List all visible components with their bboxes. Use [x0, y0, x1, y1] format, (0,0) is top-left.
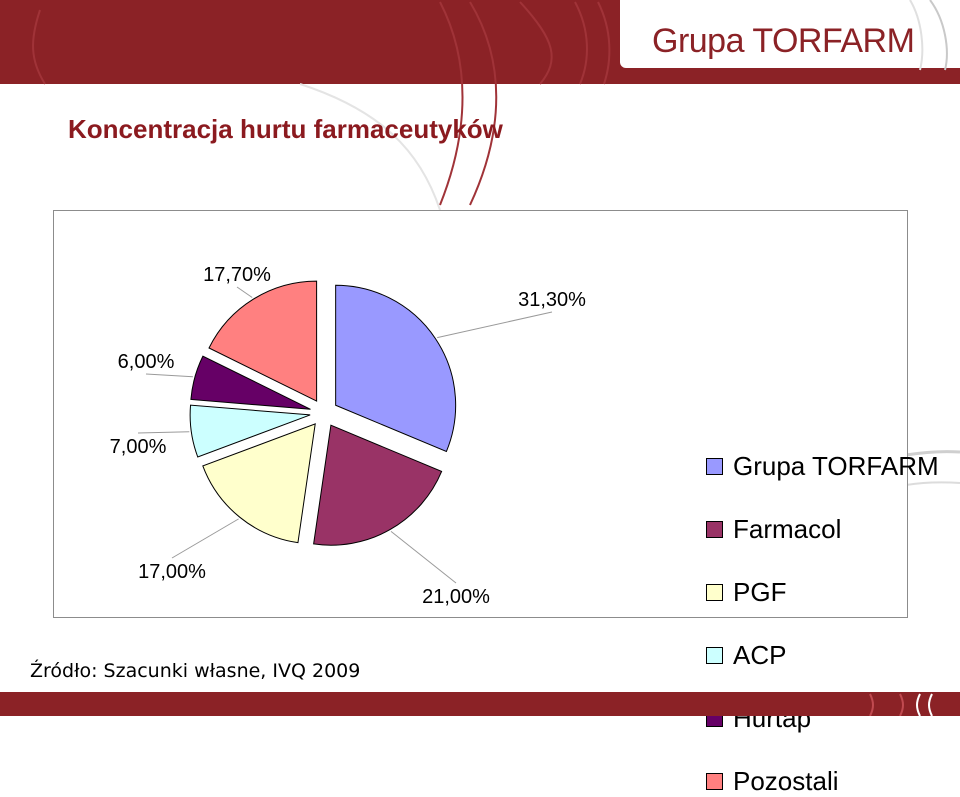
pie-slice-pgf: [202, 423, 316, 544]
legend-item: PGF: [706, 577, 786, 607]
leader-line: [145, 373, 193, 378]
leader-line: [390, 530, 457, 584]
legend-swatch: [706, 772, 723, 790]
pie-chart: 31,30% 21,00% 17,00% 7,00% 6,00% 17,70% Grupa…: [53, 210, 939, 796]
data-label: 31,30%: [518, 289, 586, 311]
brand-panel: [620, 0, 960, 68]
legend-swatch: [706, 457, 723, 475]
legend-label: ACP: [733, 639, 787, 670]
legend-item: Farmacol: [706, 514, 841, 544]
data-label: 17,70%: [203, 264, 271, 286]
brand-logo-text: Grupa TORFARM: [652, 22, 915, 60]
legend-swatch: [706, 583, 723, 601]
pie-slice-pozostali: [208, 280, 318, 402]
pie-slice-acp: [189, 404, 311, 458]
data-label: 7,00%: [110, 436, 167, 458]
source-note: Źródło: Szacunki własne, IVQ 2009: [30, 660, 361, 682]
leader-line: [236, 286, 253, 298]
page-title: Koncentracja hurtu farmaceutyków: [68, 114, 503, 144]
leader-line: [437, 311, 553, 339]
leader-line: [171, 518, 239, 559]
footer-bar: [0, 692, 960, 717]
legend-item: ACP: [706, 640, 786, 670]
pie-chart-svg: 31,30% 21,00% 17,00% 7,00% 6,00% 17,70%: [110, 264, 586, 608]
header-bar: Grupa TORFARM: [0, 0, 960, 84]
data-label: 17,00%: [138, 561, 206, 583]
leader-line: [137, 431, 190, 434]
legend-swatch: [706, 520, 723, 538]
pie-slice-grupa-torfarm: [335, 284, 457, 453]
legend-swatch: [706, 646, 723, 664]
data-label: 21,00%: [422, 586, 490, 608]
legend-label: Grupa TORFARM: [733, 450, 939, 481]
legend-item: Grupa TORFARM: [706, 451, 939, 481]
footer-decorative-curves: [869, 693, 933, 717]
data-label: 6,00%: [118, 351, 175, 373]
legend-label: Pozostali: [733, 765, 839, 796]
pie-slice-farmacol: [313, 424, 443, 546]
legend-item: Pozostali: [706, 766, 839, 796]
legend-label: Farmacol: [733, 513, 842, 544]
pie-slice-hurtap: [190, 355, 311, 410]
legend-label: PGF: [733, 576, 787, 607]
